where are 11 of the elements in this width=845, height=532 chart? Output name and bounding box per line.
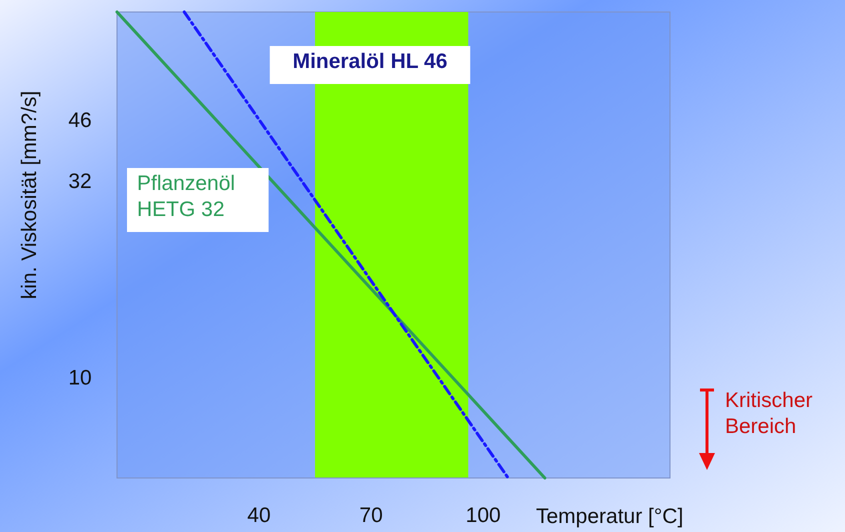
x-tick-label: 70 <box>359 504 383 527</box>
y-tick-label: 32 <box>68 170 92 194</box>
x-axis-title: Temperatur [°C] <box>536 505 684 528</box>
text: Kritischer Bereich <box>725 389 813 438</box>
text: Mineralöl HL 46 <box>292 50 448 73</box>
y-tick-label: 10 <box>68 366 92 390</box>
y-tick-label: 46 <box>68 108 92 132</box>
x-tick-label: 40 <box>247 504 271 527</box>
x-tick-label: 100 <box>466 504 501 527</box>
series-label: Pflanzenöl HETG 32 <box>137 172 236 221</box>
y-axis-title: kin. Viskosität [mm?/s] <box>18 90 41 300</box>
